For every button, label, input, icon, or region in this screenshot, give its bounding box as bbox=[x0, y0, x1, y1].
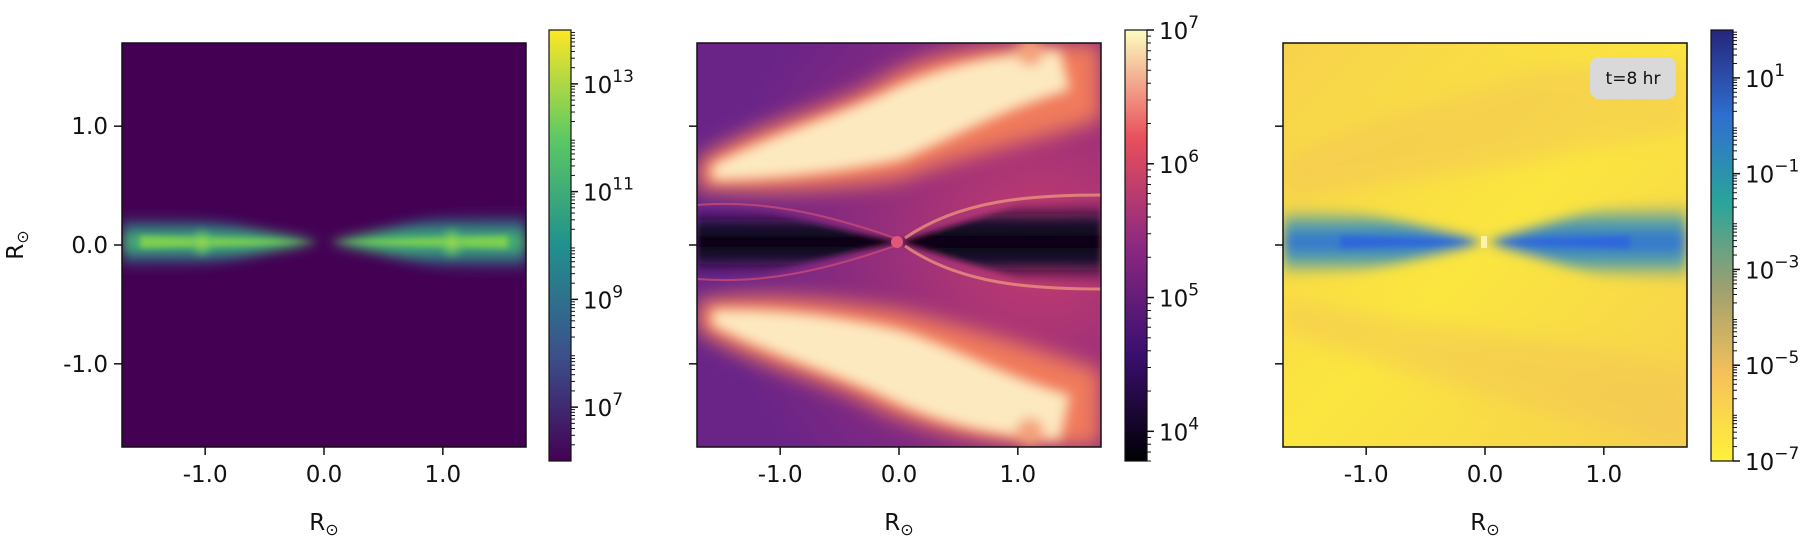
x-axis-label-3-sub: ⊙ bbox=[1486, 520, 1499, 539]
colorbar-tick-label: 107 bbox=[583, 390, 623, 422]
x-axis-label-3: R⊙ bbox=[1470, 510, 1499, 539]
x-tick-label: 1.0 bbox=[1586, 462, 1623, 488]
y-tick-label: -1.0 bbox=[63, 352, 108, 378]
x-tick-label: 1.0 bbox=[425, 462, 462, 488]
colorbar-tick-label: 10−1 bbox=[1745, 157, 1799, 189]
colorbar-tick-label: 109 bbox=[583, 282, 623, 314]
time-annotation: t=8 hr bbox=[1590, 57, 1676, 99]
colorbar-tick-label: 105 bbox=[1159, 281, 1199, 313]
colorbar-tick-label: 107 bbox=[1159, 13, 1199, 45]
panel-1-image bbox=[122, 43, 526, 447]
panel-3-image bbox=[1283, 43, 1687, 447]
colorbar-tick-label: 106 bbox=[1159, 147, 1199, 179]
colorbar-tick-label: 10−5 bbox=[1745, 348, 1799, 380]
x-axis-label-3-base: R bbox=[1470, 510, 1486, 536]
colorbar-tick-label: 101 bbox=[1745, 61, 1785, 93]
x-tick-label: 0.0 bbox=[306, 462, 343, 488]
x-tick-label: -1.0 bbox=[183, 462, 228, 488]
panel-2-image bbox=[697, 43, 1101, 447]
tick-group: -1.0 0.0 1.0 1.0 0.0 -1.0 107 109 1011 1013 -1.0 0.… bbox=[63, 13, 1799, 488]
colorbar-2 bbox=[1124, 29, 1148, 462]
colorbar-3 bbox=[1710, 29, 1734, 462]
x-axis-label-2: R⊙ bbox=[884, 510, 913, 539]
x-tick-label: 0.0 bbox=[881, 462, 918, 488]
colorbar-tick-label: 104 bbox=[1159, 414, 1199, 446]
colorbar-tick-label: 1011 bbox=[583, 175, 634, 207]
y-tick-label: 1.0 bbox=[71, 114, 108, 140]
colorbar-tick-label: 10−7 bbox=[1745, 444, 1799, 476]
colorbar-tick-label: 10−3 bbox=[1745, 252, 1799, 284]
x-axis-label-1: R⊙ bbox=[309, 510, 338, 539]
x-axis-label-1-sub: ⊙ bbox=[325, 520, 338, 539]
x-axis-label-2-sub: ⊙ bbox=[900, 520, 913, 539]
y-axis-label-sub: ⊙ bbox=[13, 230, 32, 243]
x-axis-label-2-base: R bbox=[884, 510, 900, 536]
y-tick-label: 0.0 bbox=[71, 233, 108, 259]
y-axis-label: R⊙ bbox=[3, 230, 32, 259]
y-axis-label-base: R bbox=[3, 244, 29, 260]
x-tick-label: 1.0 bbox=[1000, 462, 1037, 488]
colorbar-1 bbox=[548, 29, 572, 462]
x-axis-label-1-base: R bbox=[309, 510, 325, 536]
x-tick-label: 0.0 bbox=[1467, 462, 1504, 488]
x-tick-label: -1.0 bbox=[758, 462, 803, 488]
x-tick-label: -1.0 bbox=[1344, 462, 1389, 488]
time-annotation-text: t=8 hr bbox=[1606, 69, 1661, 89]
colorbar-tick-label: 1013 bbox=[583, 67, 634, 99]
